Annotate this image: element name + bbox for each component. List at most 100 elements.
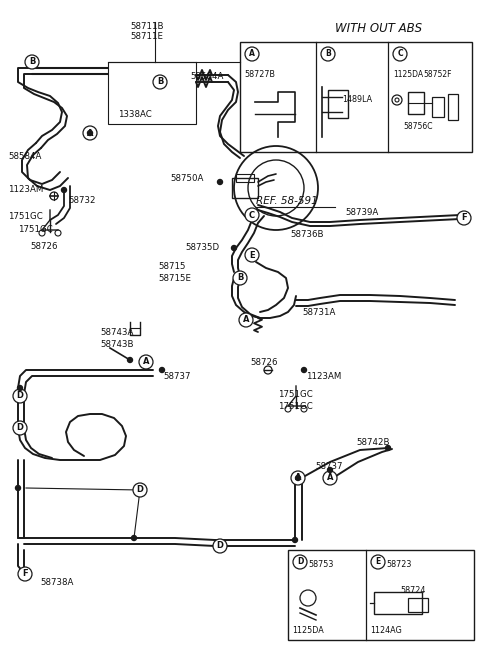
Bar [432, 97, 444, 117]
Text: A: A [87, 128, 93, 138]
Circle shape [213, 539, 227, 553]
Text: B: B [325, 50, 331, 58]
Text: 1125DA: 1125DA [292, 626, 324, 635]
Text: 58715: 58715 [158, 262, 185, 271]
Bar [408, 92, 424, 114]
Text: B: B [157, 77, 163, 86]
Circle shape [371, 555, 385, 569]
Circle shape [291, 471, 305, 485]
Text: 58735D: 58735D [185, 243, 219, 252]
Text: 58756C: 58756C [403, 122, 432, 131]
Circle shape [139, 355, 153, 369]
Text: D: D [16, 392, 24, 400]
Text: 1123AM: 1123AM [8, 185, 43, 194]
Bar [232, 178, 258, 198]
Text: 58737: 58737 [315, 462, 343, 471]
Circle shape [132, 536, 136, 540]
Text: 58731A: 58731A [302, 308, 336, 317]
Text: REF. 58-591: REF. 58-591 [256, 196, 318, 206]
Circle shape [239, 313, 253, 327]
Circle shape [245, 248, 259, 262]
Text: 1751GC: 1751GC [278, 390, 313, 399]
Circle shape [301, 367, 307, 373]
Circle shape [292, 538, 298, 542]
Circle shape [25, 55, 39, 69]
Circle shape [13, 389, 27, 403]
Circle shape [217, 179, 223, 185]
Circle shape [159, 367, 165, 373]
Text: 58736B: 58736B [290, 230, 324, 239]
Text: 58753: 58753 [308, 560, 334, 569]
Text: 58724: 58724 [400, 586, 425, 595]
Circle shape [83, 126, 97, 140]
Text: 58726: 58726 [30, 242, 58, 251]
Text: 58584A: 58584A [190, 72, 223, 81]
Circle shape [296, 476, 300, 481]
Text: 58584A: 58584A [8, 152, 41, 161]
Circle shape [385, 445, 391, 451]
Text: 1489LA: 1489LA [342, 96, 372, 105]
Text: 58726: 58726 [250, 358, 277, 367]
Text: 58715E: 58715E [158, 274, 191, 283]
Text: 58727B: 58727B [244, 70, 275, 79]
Text: 1124AG: 1124AG [370, 626, 402, 635]
Circle shape [18, 567, 32, 581]
Text: 58752F: 58752F [423, 70, 452, 79]
Circle shape [327, 468, 333, 472]
Circle shape [87, 130, 93, 136]
Text: 58738A: 58738A [40, 578, 73, 587]
Circle shape [61, 187, 67, 193]
Text: 58743B: 58743B [100, 340, 133, 349]
Bar [236, 174, 254, 182]
Text: D: D [16, 424, 24, 432]
Circle shape [323, 471, 337, 485]
Circle shape [128, 358, 132, 362]
Text: F: F [22, 569, 28, 578]
Text: D: D [297, 557, 303, 567]
Text: D: D [216, 542, 224, 550]
Bar [448, 94, 458, 120]
Circle shape [15, 485, 21, 491]
Text: A: A [243, 316, 249, 324]
Bar [288, 550, 474, 640]
Text: 58742B: 58742B [356, 438, 389, 447]
Circle shape [153, 75, 167, 89]
Text: B: B [237, 274, 243, 282]
Text: 1751GC: 1751GC [8, 212, 43, 221]
Circle shape [245, 208, 259, 222]
Bar [374, 592, 422, 614]
Text: B: B [29, 58, 35, 67]
Text: A: A [327, 474, 333, 483]
Text: 58711E: 58711E [130, 32, 163, 41]
Text: E: E [375, 557, 381, 567]
Bar [240, 42, 472, 152]
Bar [328, 90, 348, 118]
Text: 58711B: 58711B [130, 22, 164, 31]
Text: A: A [249, 50, 255, 58]
Circle shape [393, 47, 407, 61]
Text: 1751GC: 1751GC [18, 225, 53, 234]
Text: F: F [461, 214, 467, 223]
Text: 1123AM: 1123AM [306, 372, 341, 381]
Text: D: D [136, 485, 144, 495]
Text: 1751GC: 1751GC [278, 402, 313, 411]
Text: E: E [249, 250, 255, 259]
Circle shape [133, 483, 147, 497]
Text: 58739A: 58739A [345, 208, 378, 217]
Circle shape [17, 386, 23, 390]
Circle shape [293, 555, 307, 569]
Circle shape [231, 246, 237, 250]
Text: 58750A: 58750A [170, 174, 204, 183]
Circle shape [233, 271, 247, 285]
Bar [408, 598, 428, 612]
Circle shape [13, 421, 27, 435]
Text: 58732: 58732 [68, 196, 96, 205]
Bar [108, 62, 196, 124]
Text: A: A [295, 474, 301, 483]
Circle shape [457, 211, 471, 225]
Text: 58737: 58737 [163, 372, 191, 381]
Text: C: C [249, 210, 255, 219]
Text: A: A [143, 358, 149, 367]
Text: C: C [397, 50, 403, 58]
Text: 1125DA: 1125DA [393, 70, 423, 79]
